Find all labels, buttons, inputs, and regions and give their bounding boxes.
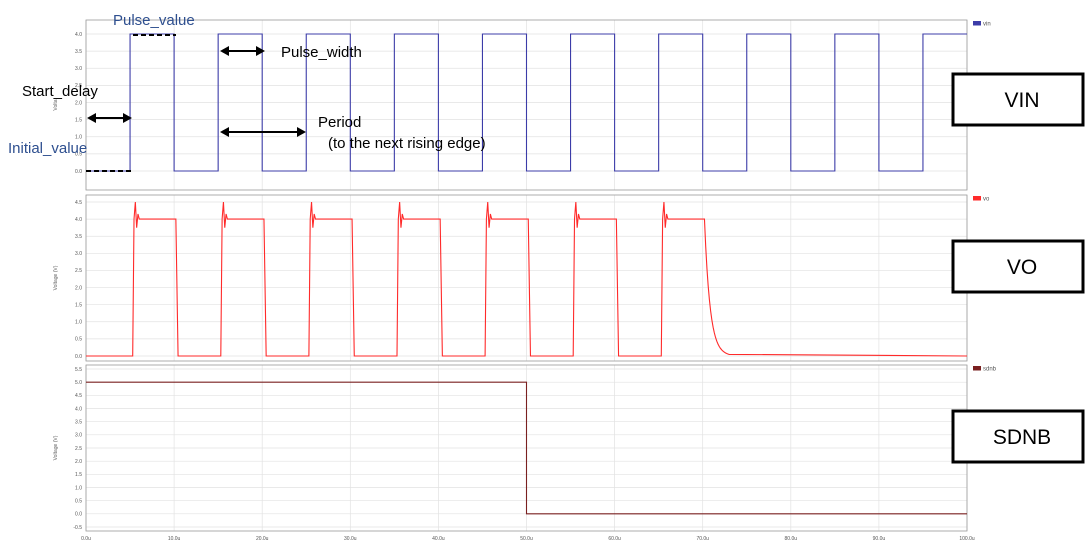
- y-tick-label: 0.0: [75, 169, 82, 175]
- y-tick-label: 1.5: [75, 472, 82, 478]
- y-tick-label: 1.5: [75, 302, 82, 308]
- y-axis-label-sdnb: Voltage (V): [53, 435, 59, 460]
- y-tick-label: 0.5: [75, 152, 82, 158]
- y-tick-label: 0.0: [75, 512, 82, 518]
- y-axis-label-vo: Voltage (V): [53, 265, 59, 290]
- y-tick-label: 3.0: [75, 66, 82, 72]
- y-tick-label: 4.5: [75, 200, 82, 206]
- trace-vo: [86, 201, 968, 357]
- signal-box-vo: [951, 239, 1085, 294]
- start-delay-arrowhead-left: [87, 113, 96, 123]
- legend-swatch-vin: [973, 21, 981, 26]
- y-axis-label-vin: Volta: [53, 99, 59, 110]
- x-tick-label: 10.0u: [168, 536, 181, 542]
- start-delay-arrowhead-right: [123, 113, 132, 123]
- signal-box-vin: [951, 72, 1085, 127]
- x-tick-label: 100.0u: [959, 536, 975, 542]
- y-tick-label: 3.0: [75, 433, 82, 439]
- y-tick-label: 2.0: [75, 459, 82, 465]
- x-tick-label: 50.0u: [520, 536, 533, 542]
- panel-vin: 0.0 0.5 1.0 1.5 2.0 2.5 3.0 3.5 4.0 Volta vin VIN: [53, 19, 1085, 191]
- x-tick-label: 90.0u: [873, 536, 886, 542]
- x-tick-label: 0.0u: [81, 536, 91, 542]
- y-tick-label: 4.0: [75, 406, 82, 412]
- legend-label-sdnb: sdnb: [983, 367, 997, 373]
- signal-box-label-vin: VIN: [1004, 89, 1039, 112]
- y-tick-label: 3.5: [75, 49, 82, 55]
- period-label: Period: [318, 114, 361, 131]
- y-tick-label: 5.0: [75, 380, 82, 386]
- y-tick-label: 4.5: [75, 393, 82, 399]
- y-tick-label: 5.5: [75, 367, 82, 373]
- signal-box-label-vo: VO: [1007, 256, 1037, 279]
- y-tick-label: 0.5: [75, 337, 82, 343]
- panel-vo: 0.0 0.5 1.0 1.5 2.0 2.5 3.0 3.5 4.0 4.5 Voltage (V…: [53, 194, 1085, 362]
- pulse-width-arrowhead-right: [256, 46, 265, 56]
- period-note: (to the next rising edge): [328, 135, 486, 152]
- y-tick-label: 2.0: [75, 285, 82, 291]
- pulse-value-label: Pulse_value: [113, 12, 195, 29]
- x-tick-label: 60.0u: [608, 536, 621, 542]
- x-tick-label: 80.0u: [785, 536, 798, 542]
- trace-vin: [86, 33, 967, 172]
- signal-box-label-sdnb: SDNB: [993, 426, 1051, 449]
- x-tick-label: 30.0u: [344, 536, 357, 542]
- y-tick-label: -0.5: [73, 525, 82, 531]
- panels-layer: 0.00.51.01.52.02.53.03.54.0VoltavinVIN0.…: [53, 19, 1085, 542]
- y-tick-label: 3.5: [75, 419, 82, 425]
- x-tick-label: 20.0u: [256, 536, 269, 542]
- vin-annotations: Pulse_value Pulse_width Start_delay Peri…: [8, 12, 486, 172]
- legend-label-vo: vo: [983, 197, 990, 203]
- start-delay-label: Start_delay: [22, 83, 98, 100]
- legend-swatch-vo: [973, 196, 981, 201]
- y-tick-label: 0.5: [75, 498, 82, 504]
- y-tick-label: 4.0: [75, 32, 82, 38]
- y-tick-label: 0.0: [75, 354, 82, 360]
- period-arrowhead-right: [297, 127, 306, 137]
- signal-box-sdnb: [951, 409, 1085, 464]
- trace-sdnb: [86, 381, 967, 515]
- x-tick-label: 40.0u: [432, 536, 445, 542]
- y-tick-label: 2.5: [75, 83, 82, 89]
- legend-swatch-sdnb: [973, 366, 981, 371]
- period-arrowhead-left: [220, 127, 229, 137]
- panel-sdnb: -0.5 0.0 0.5 1.0 1.5 2.0 2.5 3.0 3.5 4.0 4.5 5.0 5.5…: [53, 364, 1085, 542]
- y-tick-label: 1.5: [75, 117, 82, 123]
- y-tick-label: 3.0: [75, 251, 82, 257]
- y-tick-label: 1.0: [75, 135, 82, 141]
- y-tick-label: 2.0: [75, 100, 82, 106]
- pulse-width-label: Pulse_width: [281, 44, 362, 61]
- y-tick-label: 2.5: [75, 446, 82, 452]
- pulse-width-arrowhead-left: [220, 46, 229, 56]
- y-tick-label: 1.0: [75, 320, 82, 326]
- x-tick-label: 70.0u: [696, 536, 709, 542]
- y-tick-label: 3.5: [75, 234, 82, 240]
- y-tick-label: 2.5: [75, 268, 82, 274]
- y-tick-label: 4.0: [75, 217, 82, 223]
- legend-label-vin: vin: [983, 22, 991, 28]
- y-tick-label: 1.0: [75, 485, 82, 491]
- initial-value-label: Initial_value: [8, 140, 87, 157]
